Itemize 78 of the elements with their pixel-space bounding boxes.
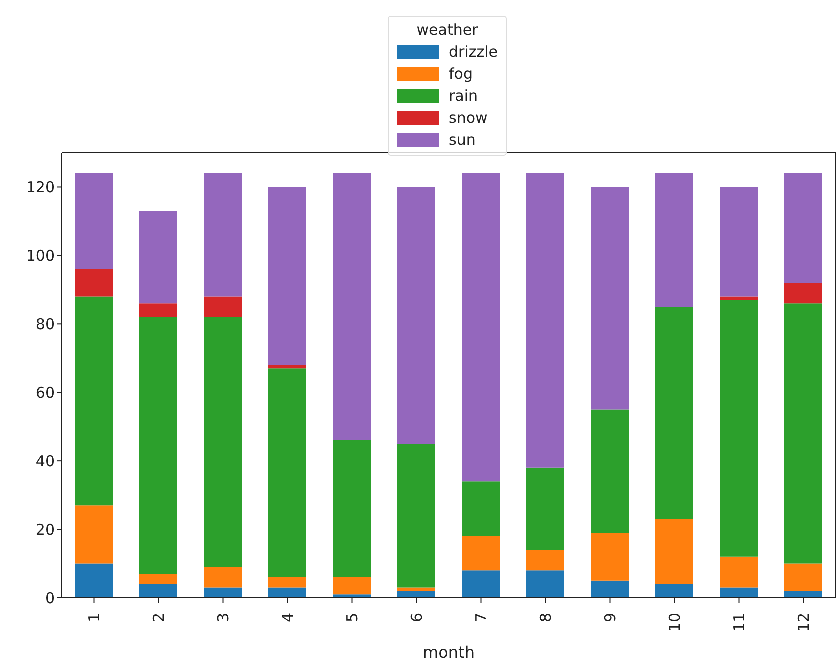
bar [204, 296, 242, 318]
bar [720, 588, 758, 598]
bar [526, 550, 564, 571]
x-tick-label: 10 [666, 613, 684, 632]
x-tick-label: 6 [408, 613, 426, 623]
x-tick-label: 4 [278, 613, 297, 623]
bar [75, 174, 113, 270]
bar [462, 570, 500, 598]
bar [75, 506, 113, 564]
y-tick-label: 0 [45, 589, 55, 608]
legend-label: rain [449, 87, 478, 105]
bar [656, 174, 694, 308]
legend-label: drizzle [449, 43, 498, 61]
bar [140, 211, 178, 304]
bar [462, 536, 500, 571]
x-tick-label: 11 [730, 613, 748, 632]
bar [784, 174, 822, 284]
bar [75, 269, 113, 297]
y-tick-label: 40 [36, 452, 55, 470]
bar [204, 567, 242, 588]
bar [656, 519, 694, 584]
bar [268, 368, 306, 578]
x-tick-label: 8 [536, 613, 555, 623]
bar [268, 577, 306, 588]
x-tick-label: 2 [150, 613, 168, 623]
bar [204, 174, 242, 297]
bar [591, 410, 629, 533]
bar [333, 440, 371, 578]
bar [784, 564, 822, 592]
bar [462, 482, 500, 536]
bar [398, 588, 436, 592]
legend-label: sun [449, 131, 476, 149]
y-tick-label: 100 [26, 247, 55, 266]
bar [140, 574, 178, 584]
bar [720, 187, 758, 297]
bar [656, 584, 694, 598]
bar [268, 588, 306, 598]
x-tick-label: 7 [472, 613, 490, 623]
bar [333, 174, 371, 441]
x-tick-label: 12 [794, 613, 813, 632]
x-tick-label: 1 [85, 613, 104, 623]
bar [591, 580, 629, 598]
bar [720, 300, 758, 557]
bar [75, 296, 113, 506]
bar [398, 591, 436, 598]
bar [656, 307, 694, 520]
legend-label: snow [449, 109, 488, 127]
bar [462, 174, 500, 482]
y-tick-label: 80 [36, 315, 55, 334]
bar [398, 444, 436, 588]
bar [784, 304, 822, 564]
y-tick-label: 20 [36, 520, 55, 539]
bar [526, 174, 564, 468]
y-tick-label: 60 [36, 384, 55, 402]
bar [140, 317, 178, 574]
bar [591, 532, 629, 581]
legend-label: fog [449, 65, 473, 83]
bar [204, 317, 242, 568]
legend-title: weather [416, 21, 480, 39]
x-tick-label: 9 [601, 613, 620, 623]
bar [526, 570, 564, 598]
bar [591, 187, 629, 410]
bar [784, 591, 822, 598]
bar [784, 283, 822, 304]
bar [333, 577, 371, 595]
bar [398, 187, 436, 444]
bar [720, 556, 758, 588]
bar [140, 304, 178, 318]
bar [204, 588, 242, 598]
x-tick-label: 5 [343, 613, 362, 623]
bar [140, 584, 178, 598]
y-tick-label: 120 [26, 178, 55, 197]
bar [526, 468, 564, 550]
x-tick-label: 3 [214, 613, 232, 623]
bar [268, 187, 306, 366]
bar [268, 365, 306, 369]
x-axis-title: month [423, 643, 475, 662]
bar [75, 564, 113, 598]
